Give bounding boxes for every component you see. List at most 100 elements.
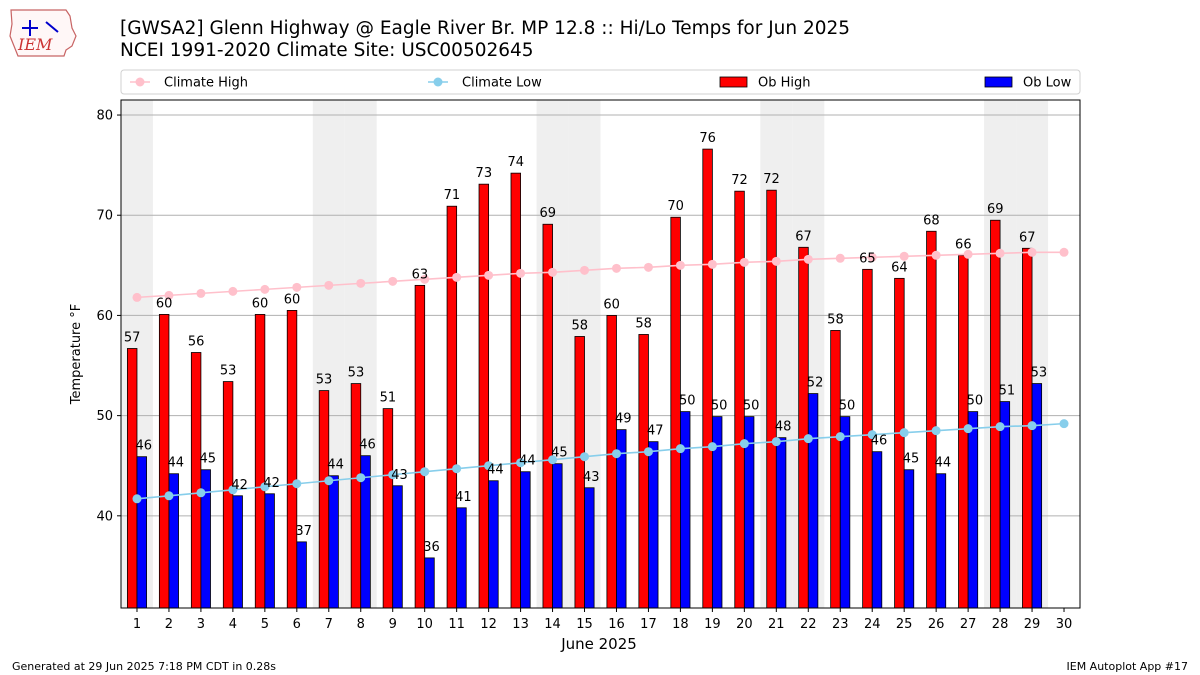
climate-low-point: [548, 455, 558, 465]
climate-high-point: [388, 276, 398, 286]
logo-text: IEM: [17, 35, 53, 54]
ob-high-bar: [926, 230, 937, 609]
climate-low-point: [420, 467, 430, 477]
x-tick-label: 20: [736, 617, 753, 632]
ob-low-bar-label: 50: [839, 399, 856, 414]
ob-low-bar-label: 46: [359, 438, 376, 453]
ob-low-bar: [232, 495, 243, 609]
y-tick-label: 60: [96, 309, 113, 324]
ob-high-bar: [510, 172, 521, 609]
ob-high-bar-label: 63: [412, 267, 429, 282]
ob-high-bar-label: 58: [571, 318, 588, 333]
ob-high-bar-label: 69: [987, 202, 1004, 217]
legend-label: Climate Low: [462, 76, 542, 91]
climate-low-point: [1059, 419, 1069, 429]
x-tick-label: 4: [229, 617, 237, 632]
ob-high-bar: [350, 383, 362, 609]
ob-low-bar: [648, 441, 659, 609]
legend-bar-swatch: [719, 76, 748, 88]
footer-app: IEM Autoplot App #17: [1066, 660, 1189, 673]
y-axis-label: Temperature °F: [69, 304, 84, 405]
plot-frame: [120, 99, 1081, 609]
ob-low-bar-label: 49: [615, 412, 632, 427]
x-tick-label: 8: [357, 617, 365, 632]
chart-legend: Climate High Climate Low Ob High Ob Low: [120, 69, 1081, 95]
ob-low-bar-label: 50: [967, 394, 984, 409]
ob-low-bar-label: 45: [903, 452, 920, 467]
ob-low-bar: [392, 485, 403, 609]
ob-low-bar: [1031, 383, 1043, 609]
ob-high-bar: [286, 310, 298, 609]
ob-high-bar-label: 53: [348, 366, 365, 381]
x-tick-label: 16: [608, 617, 625, 632]
ob-high-bar-label: 53: [220, 364, 237, 379]
x-axis-label: June 2025: [560, 635, 637, 653]
x-tick-label: 6: [293, 617, 301, 632]
x-tick-label: 19: [704, 617, 721, 632]
ob-high-bar: [638, 334, 649, 609]
ob-low-bar-label: 45: [551, 446, 568, 461]
climate-high-line: [136, 251, 1065, 299]
climate-low-point: [164, 491, 174, 501]
climate-low-point: [963, 424, 973, 434]
climate-high-point: [1059, 247, 1069, 257]
ob-low-bar: [999, 401, 1011, 609]
ob-low-bar-label: 44: [935, 456, 952, 471]
climate-low-point: [771, 437, 781, 447]
climate-high-point: [260, 284, 270, 294]
ob-high-bar-label: 72: [731, 173, 748, 188]
ob-high-bar-label: 58: [635, 316, 652, 331]
ob-low-bar: [871, 451, 883, 609]
ob-high-bar: [318, 390, 330, 609]
ob-low-bar: [520, 471, 531, 609]
x-tick-label: 29: [1024, 617, 1041, 632]
ob-high-bar-label: 60: [252, 296, 269, 311]
legend-label: Ob Low: [1023, 76, 1072, 91]
climate-high-point: [228, 286, 238, 296]
climate-low-point: [611, 449, 621, 459]
x-tick-label: 25: [896, 617, 913, 632]
ob-low-bar: [775, 437, 787, 609]
ob-high-bar: [126, 348, 138, 609]
climate-low-point: [707, 442, 717, 452]
x-tick-label: 2: [165, 617, 173, 632]
x-tick-label: 11: [448, 617, 465, 632]
y-tick-label: 80: [96, 109, 113, 124]
climate-low-point: [931, 426, 941, 436]
ob-low-bar: [552, 463, 563, 609]
legend-label: Climate High: [164, 76, 248, 91]
climate-high-point: [867, 252, 877, 262]
climate-low-point: [324, 476, 334, 486]
chart-subtitle: NCEI 1991-2020 Climate Site: USC00502645: [120, 40, 534, 61]
ob-low-bar-label: 45: [199, 452, 216, 467]
footer-generated: Generated at 29 Jun 2025 7:18 PM CDT in …: [12, 660, 277, 673]
climate-low-point: [867, 430, 877, 440]
climate-high-point: [675, 260, 685, 270]
ob-low-bar-label: 42: [263, 476, 280, 491]
climate-high-point: [931, 250, 941, 260]
x-tick-label: 10: [416, 617, 433, 632]
ob-low-bar-label: 43: [583, 470, 600, 485]
ob-low-bar-label: 44: [327, 458, 344, 473]
climate-high-point: [484, 270, 494, 280]
ob-high-bar: [670, 216, 681, 609]
x-tick-label: 28: [992, 617, 1009, 632]
ob-low-bar: [424, 557, 435, 609]
x-tick-label: 7: [325, 617, 333, 632]
climate-high-point: [292, 282, 302, 292]
ob-low-bar-label: 44: [519, 454, 536, 469]
climate-low-point: [835, 432, 845, 442]
climate-low-point: [260, 482, 270, 492]
ob-high-bar: [990, 219, 1001, 609]
x-tick-label: 13: [512, 617, 529, 632]
climate-low-point: [516, 458, 526, 468]
legend-box: [120, 69, 1081, 95]
ob-high-bar-label: 67: [795, 229, 812, 244]
ob-high-bar: [446, 205, 458, 609]
ob-low-bar: [264, 493, 275, 609]
ob-high-bar-label: 60: [603, 297, 620, 312]
climate-high-point: [739, 257, 749, 267]
ob-low-bar-label: 48: [775, 420, 792, 435]
gridlines: [121, 114, 1080, 517]
